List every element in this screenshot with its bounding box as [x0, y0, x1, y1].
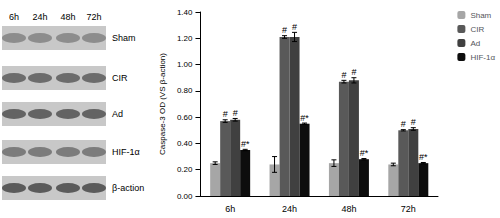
svg-text:β-action: β-action — [112, 183, 144, 193]
svg-text:6h: 6h — [9, 12, 19, 22]
svg-text:Caspase-3 OD (VS β-action): Caspase-3 OD (VS β-action) — [158, 53, 167, 155]
svg-text:1.20: 1.20 — [177, 34, 193, 43]
svg-text:Ad: Ad — [112, 109, 123, 119]
svg-text:#: # — [292, 22, 297, 32]
svg-text:#: # — [341, 70, 346, 80]
svg-text:1.40: 1.40 — [177, 8, 193, 17]
svg-text:24h: 24h — [32, 12, 47, 22]
svg-text:#*: #* — [300, 113, 309, 123]
svg-text:#*: #* — [360, 148, 369, 158]
svg-text:0.80: 0.80 — [177, 86, 193, 95]
svg-text:72h: 72h — [401, 204, 416, 214]
svg-text:#: # — [351, 67, 356, 77]
svg-text:HIF-1α: HIF-1α — [470, 53, 495, 62]
svg-text:#: # — [223, 109, 228, 119]
svg-text:48h: 48h — [341, 204, 356, 214]
svg-text:#*: #* — [241, 139, 250, 149]
svg-text:1.00: 1.00 — [177, 60, 193, 69]
svg-text:0.60: 0.60 — [177, 113, 193, 122]
svg-text:#: # — [401, 119, 406, 129]
svg-text:#*: #* — [419, 152, 428, 162]
svg-text:24h: 24h — [282, 204, 297, 214]
svg-text:0.20: 0.20 — [177, 165, 193, 174]
svg-text:6h: 6h — [225, 204, 235, 214]
svg-text:Sham: Sham — [470, 11, 491, 20]
svg-text:Sham: Sham — [112, 33, 136, 43]
svg-text:0.40: 0.40 — [177, 139, 193, 148]
svg-text:HIF-1α: HIF-1α — [112, 147, 140, 157]
svg-text:0.00: 0.00 — [177, 192, 193, 201]
svg-text:Ad: Ad — [470, 39, 480, 48]
svg-text:#: # — [282, 25, 287, 35]
svg-text:48h: 48h — [60, 12, 75, 22]
svg-text:CIR: CIR — [470, 25, 484, 34]
svg-text:#: # — [233, 108, 238, 118]
svg-text:72h: 72h — [86, 12, 101, 22]
svg-text:CIR: CIR — [112, 73, 128, 83]
svg-text:#: # — [411, 117, 416, 127]
